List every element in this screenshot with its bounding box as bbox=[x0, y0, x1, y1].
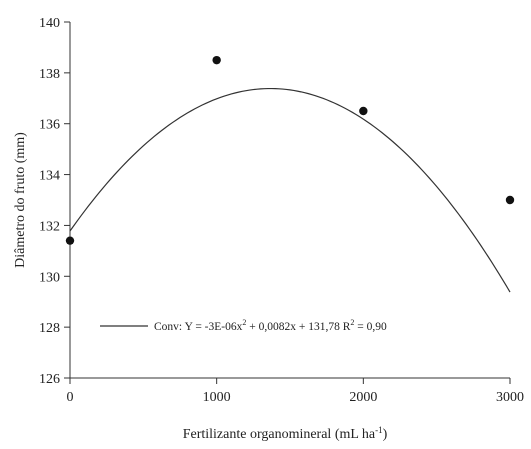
x-tick-label: 2000 bbox=[349, 390, 377, 405]
data-point bbox=[212, 55, 221, 65]
data-point bbox=[65, 236, 75, 245]
y-tick-label: 128 bbox=[39, 321, 60, 336]
fit-curve bbox=[69, 87, 511, 293]
y-tick-label: 126 bbox=[39, 372, 60, 387]
x-axis-title: Fertilizante organomineral (mL ha-1) bbox=[183, 425, 388, 442]
data-point bbox=[359, 106, 368, 116]
x-tick-label: 1000 bbox=[203, 390, 231, 405]
y-tick-label: 132 bbox=[39, 219, 60, 234]
legend-label: Conv: Y = -3E-06x2 + 0,0082x + 131,78 R2… bbox=[154, 318, 387, 333]
y-axis-title: Diâmetro do fruto (mm) bbox=[13, 132, 28, 268]
x-axis-ticks: 0 1000 2000 3000 bbox=[67, 378, 524, 405]
x-tick-label: 3000 bbox=[496, 390, 524, 405]
y-tick-label: 134 bbox=[39, 169, 60, 184]
x-tick-label: 0 bbox=[67, 390, 74, 405]
y-tick-label: 140 bbox=[39, 16, 60, 31]
legend: Conv: Y = -3E-06x2 + 0,0082x + 131,78 R2… bbox=[100, 318, 387, 333]
axes bbox=[69, 22, 510, 379]
data-points bbox=[65, 55, 515, 245]
y-tick-label: 136 bbox=[39, 118, 60, 133]
y-tick-label: 138 bbox=[39, 67, 60, 82]
y-axis-ticks: 126 128 130 132 134 136 138 140 bbox=[39, 16, 70, 387]
data-point bbox=[505, 195, 515, 205]
y-tick-label: 130 bbox=[39, 270, 60, 285]
